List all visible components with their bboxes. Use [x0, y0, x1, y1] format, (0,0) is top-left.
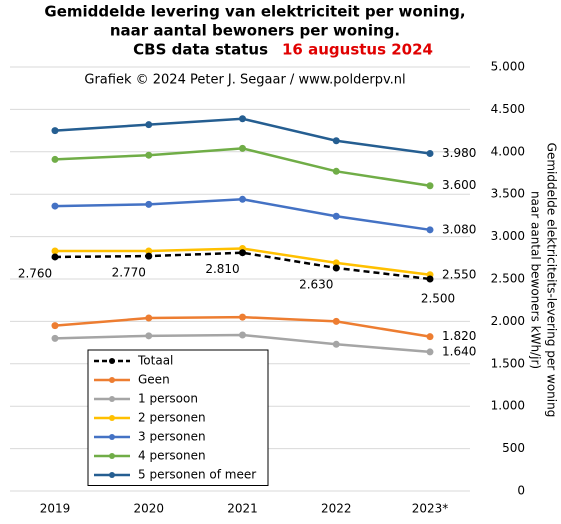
chart-title: naar aantal bewoners per woning.	[110, 22, 400, 40]
legend-marker	[109, 377, 115, 383]
series-line	[54, 147, 431, 187]
marker	[145, 332, 153, 340]
y-tick-label: 2.500	[491, 272, 525, 286]
y-tick-label: 3.500	[491, 187, 525, 201]
legend-marker	[109, 472, 115, 478]
chart-title: Gemiddelde levering van elektriciteit pe…	[44, 3, 465, 21]
x-tick-label: 2022	[321, 502, 352, 516]
data-label: 3.080	[442, 222, 476, 236]
marker	[239, 144, 246, 152]
y-tick-label: 1.000	[491, 399, 525, 413]
status-label: CBS data status	[133, 41, 268, 59]
marker	[332, 259, 340, 267]
y-axis-label: naar aantal bewoners kWh/jr)	[529, 191, 543, 369]
marker	[145, 252, 153, 260]
y-tick-label: 0	[517, 484, 525, 498]
legend-label: 2 personen	[138, 411, 206, 425]
marker	[239, 195, 246, 203]
marker	[51, 247, 59, 255]
y-tick-label: 2.000	[491, 314, 525, 328]
y-tick-label: 500	[502, 441, 525, 455]
marker	[145, 121, 153, 129]
legend-marker	[109, 434, 115, 440]
series-line	[54, 198, 431, 232]
status-date: 16 augustus 2024	[282, 41, 433, 59]
x-tick-label: 2023*	[412, 502, 449, 516]
marker	[51, 334, 59, 342]
marker	[51, 202, 59, 210]
legend-marker	[109, 453, 115, 459]
y-axis-label: Gemiddelde elektriciteits-levering per w…	[545, 143, 559, 418]
marker	[51, 155, 59, 163]
marker	[426, 182, 434, 190]
legend-label: 1 persoon	[138, 392, 198, 406]
credit: Grafiek © 2024 Peter J. Segaar / www.pol…	[84, 73, 405, 88]
marker	[426, 348, 434, 356]
marker	[51, 127, 59, 135]
data-label: 1.640	[442, 344, 476, 358]
marker	[239, 313, 246, 321]
y-tick-label: 5.000	[491, 60, 525, 74]
data-label: 1.820	[442, 329, 476, 343]
marker	[332, 340, 340, 348]
marker	[426, 226, 434, 234]
series-line	[54, 251, 431, 281]
marker	[239, 115, 246, 123]
marker	[426, 149, 434, 157]
marker	[332, 137, 340, 145]
x-tick-label: 2020	[133, 502, 164, 516]
marker	[145, 151, 153, 159]
y-tick-label: 1.500	[491, 356, 525, 370]
legend-label: 3 personen	[138, 430, 206, 444]
data-label: 2.760	[18, 266, 52, 280]
y-tick-label: 3.000	[491, 229, 525, 243]
x-tick-label: 2019	[40, 502, 71, 516]
marker	[426, 333, 434, 341]
data-label: 2.770	[112, 266, 146, 280]
legend-label: Geen	[138, 373, 170, 387]
data-label: 2.630	[299, 277, 333, 291]
data-label: 2.810	[205, 262, 239, 276]
data-label: 2.500	[421, 292, 455, 306]
marker	[239, 331, 246, 339]
legend-marker	[109, 358, 115, 364]
legend-marker	[109, 396, 115, 402]
y-tick-label: 4.500	[491, 102, 525, 116]
legend-label: 5 personen of meer	[138, 468, 256, 482]
data-label: 2.550	[442, 267, 476, 281]
marker	[145, 200, 153, 208]
marker	[239, 249, 246, 257]
legend-label: 4 personen	[138, 449, 206, 463]
marker	[332, 264, 340, 272]
marker	[332, 212, 340, 220]
marker	[145, 247, 153, 255]
marker	[426, 275, 434, 283]
marker	[332, 167, 340, 175]
legend-marker	[109, 415, 115, 421]
y-tick-label: 4.000	[491, 144, 525, 158]
marker	[145, 314, 153, 322]
marker	[332, 317, 340, 325]
data-label: 3.600	[442, 178, 476, 192]
data-label: 3.980	[442, 146, 476, 160]
legend-label: Totaal	[137, 354, 173, 368]
marker	[51, 253, 59, 261]
marker	[51, 322, 59, 330]
x-tick-label: 2021	[227, 502, 258, 516]
